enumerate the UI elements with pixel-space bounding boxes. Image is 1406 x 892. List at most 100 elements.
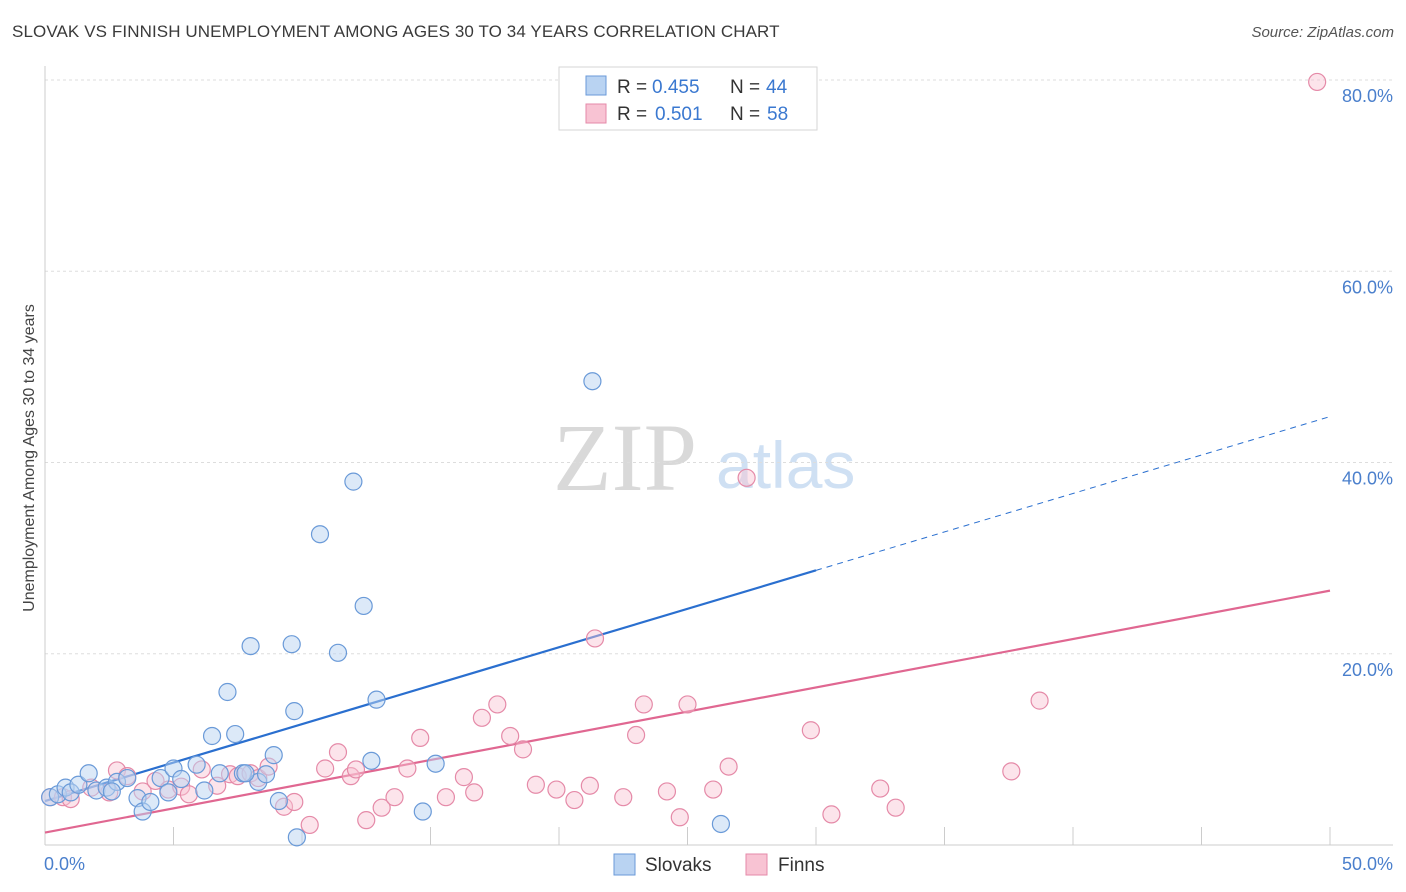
finn-point-53 bbox=[822, 805, 841, 824]
finn-point-31 bbox=[436, 788, 456, 807]
legend-n-label-slovaks: N = bbox=[730, 77, 760, 98]
finn-point-41 bbox=[580, 776, 599, 795]
finn-point-21 bbox=[300, 815, 319, 835]
x-tick-label-0: 0.0% bbox=[44, 854, 85, 874]
legend-n-value-finns: 58 bbox=[767, 104, 788, 125]
finn-point-43 bbox=[614, 788, 633, 807]
legend-swatch-finns bbox=[585, 103, 607, 124]
slovak-point-41 bbox=[711, 814, 731, 834]
slovak-point-30 bbox=[285, 702, 304, 721]
slovak-point-40 bbox=[583, 372, 602, 391]
legend: R = 0.455 N = 44 R = 0.501 N = 58 bbox=[558, 66, 818, 131]
chart-title: SLOVAK VS FINNISH UNEMPLOYMENT AMONG AGE… bbox=[12, 22, 780, 41]
finn-point-26 bbox=[357, 811, 376, 830]
slovak-point-35 bbox=[354, 596, 373, 616]
slovak-point-36 bbox=[362, 751, 381, 770]
finn-point-38 bbox=[526, 775, 545, 794]
x-tick-label-50: 50.0% bbox=[1342, 854, 1393, 874]
finn-point-52 bbox=[801, 721, 820, 740]
slovak-point-5 bbox=[79, 764, 98, 783]
slovak-point-39 bbox=[426, 754, 445, 773]
finn-point-44 bbox=[626, 725, 646, 745]
slovak-point-20 bbox=[210, 764, 229, 783]
finn-point-47 bbox=[670, 808, 689, 827]
y-tick-label-20: 20.0% bbox=[1342, 660, 1393, 680]
finn-point-27 bbox=[372, 798, 391, 817]
finn-point-35 bbox=[488, 695, 507, 714]
finn-point-23 bbox=[328, 743, 348, 762]
slovak-point-18 bbox=[195, 781, 214, 800]
finn-point-32 bbox=[454, 768, 474, 787]
slovak-point-17 bbox=[187, 755, 206, 774]
finn-point-22 bbox=[316, 759, 335, 778]
watermark-atlas: atlas bbox=[716, 428, 855, 502]
finn-point-50 bbox=[719, 757, 738, 776]
slovak-point-13 bbox=[151, 768, 170, 788]
slovak-point-27 bbox=[264, 746, 283, 765]
slovak-point-16 bbox=[172, 769, 191, 789]
slovak-point-26 bbox=[256, 765, 276, 784]
finn-point-25 bbox=[346, 760, 366, 779]
slovak-point-32 bbox=[310, 525, 330, 544]
finn-point-51 bbox=[737, 468, 756, 487]
finn-point-58 bbox=[1308, 72, 1327, 92]
finn-point-49 bbox=[704, 780, 723, 799]
y-tick-label-80: 80.0% bbox=[1342, 86, 1393, 106]
finn-point-11 bbox=[179, 785, 199, 804]
bottom-legend-finns: Finns bbox=[778, 855, 824, 876]
finn-point-48 bbox=[678, 695, 697, 714]
trend-line-finns bbox=[44, 589, 1331, 834]
bottom-legend-swatch-finns bbox=[745, 853, 768, 876]
finn-point-34 bbox=[472, 708, 491, 727]
finn-point-36 bbox=[501, 726, 520, 746]
legend-n-label-finns: N = bbox=[730, 104, 760, 125]
slovak-point-28 bbox=[269, 791, 288, 811]
legend-r-value-slovaks: 0.455 bbox=[652, 77, 700, 98]
legend-r-label-finns: R = bbox=[617, 104, 647, 125]
finn-point-37 bbox=[513, 740, 533, 759]
slovak-point-31 bbox=[287, 828, 306, 847]
slovak-point-24 bbox=[241, 636, 260, 656]
bottom-legend: Slovaks Finns bbox=[613, 853, 824, 876]
finn-point-45 bbox=[634, 695, 653, 714]
slovak-point-21 bbox=[218, 682, 237, 702]
source-label: Source: ZipAtlas.com bbox=[1251, 24, 1394, 41]
finn-point-30 bbox=[411, 728, 430, 748]
slovak-point-33 bbox=[328, 643, 348, 662]
slovak-point-22 bbox=[226, 724, 245, 744]
slovak-point-42 bbox=[236, 764, 255, 783]
slovak-point-43 bbox=[102, 782, 121, 801]
finn-point-42 bbox=[585, 629, 605, 648]
trend-line-slovaks-extension bbox=[815, 416, 1331, 571]
bottom-legend-swatch-slovaks bbox=[613, 853, 636, 876]
gridlines bbox=[45, 79, 1393, 655]
slovak-point-29 bbox=[282, 635, 301, 654]
slovak-point-12 bbox=[141, 792, 160, 812]
legend-r-label-slovaks: R = bbox=[617, 77, 647, 98]
slovak-point-14 bbox=[159, 783, 178, 802]
watermark-zip: ZIP bbox=[553, 404, 697, 511]
finn-point-56 bbox=[1002, 762, 1021, 781]
bottom-legend-slovaks: Slovaks bbox=[645, 855, 712, 876]
y-tick-label-60: 60.0% bbox=[1342, 277, 1393, 297]
legend-n-value-slovaks: 44 bbox=[766, 77, 788, 98]
slovak-point-19 bbox=[202, 726, 222, 746]
y-tick-label-40: 40.0% bbox=[1342, 469, 1393, 489]
y-axis-label: Unemployment Among Ages 30 to 34 years bbox=[21, 304, 38, 612]
finn-point-29 bbox=[398, 759, 417, 778]
data-points bbox=[41, 72, 1327, 847]
finn-point-40 bbox=[565, 790, 584, 810]
slovak-point-34 bbox=[344, 472, 363, 491]
slovak-point-9 bbox=[118, 768, 137, 788]
finn-point-57 bbox=[1030, 691, 1049, 710]
slovak-point-38 bbox=[413, 802, 432, 821]
finn-point-55 bbox=[886, 798, 905, 817]
finn-point-33 bbox=[465, 783, 484, 802]
finn-point-28 bbox=[385, 788, 404, 807]
legend-swatch-slovaks bbox=[585, 75, 607, 96]
finn-point-46 bbox=[657, 782, 677, 801]
finn-point-20 bbox=[285, 792, 304, 812]
y-tick-labels: 20.0% 40.0% 60.0% 80.0% bbox=[1342, 86, 1393, 680]
legend-r-value-finns: 0.501 bbox=[655, 104, 703, 125]
